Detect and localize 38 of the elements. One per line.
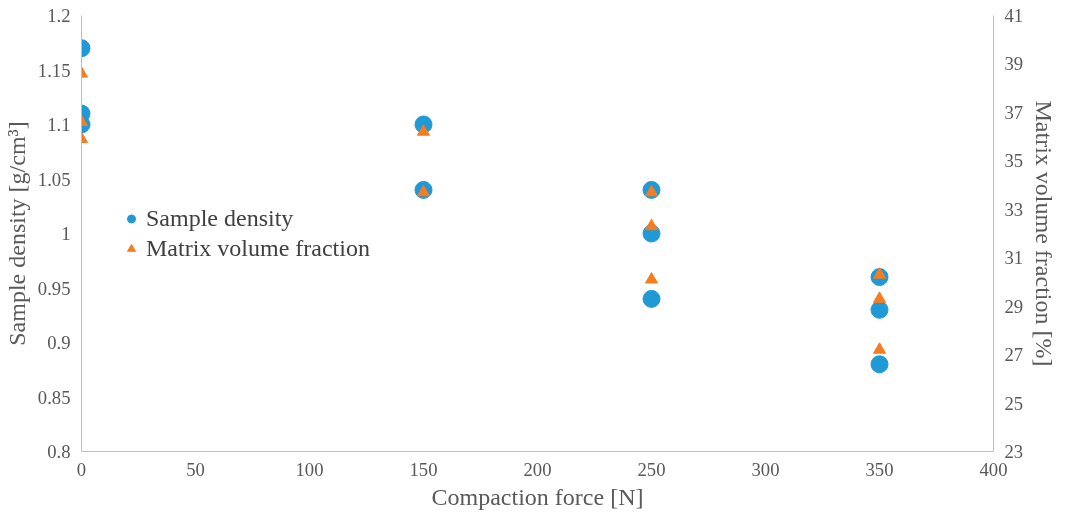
- y-tick-label: 0.9: [47, 332, 71, 353]
- y-tick-label: 0.95: [37, 277, 71, 299]
- y-tick-label: 1.05: [37, 168, 71, 190]
- x-tick-label: 0: [76, 458, 87, 480]
- point: [873, 342, 886, 354]
- x-tick-label: 200: [523, 458, 552, 480]
- point: [870, 300, 889, 319]
- y2-tick-label: 25: [1004, 392, 1024, 414]
- y-tick-label: 0.85: [37, 386, 71, 408]
- point: [873, 291, 886, 303]
- point: [642, 289, 661, 308]
- point: [645, 218, 658, 231]
- point: [645, 272, 658, 284]
- x-tick-label: 50: [186, 458, 205, 480]
- y-axis-title: Sample density [g/cm³]: [3, 121, 30, 346]
- y-tick-label: 1: [61, 223, 71, 244]
- y2-axis-title: Matrix volume fraction [%]: [1031, 100, 1058, 367]
- x-tick-label: 150: [409, 458, 438, 480]
- x-tick-label: 350: [865, 458, 894, 480]
- y-tick-label: 1.15: [37, 59, 71, 81]
- x-tick-label: 100: [295, 458, 324, 480]
- y2-tick-label: 39: [1004, 53, 1024, 75]
- x-tick-label: 250: [637, 458, 666, 480]
- y2-tick-label: 37: [1004, 101, 1024, 123]
- y2-tick-label: 29: [1004, 295, 1024, 317]
- y-tick-label: 1.1: [47, 114, 71, 135]
- y2-tick-label: 27: [1004, 344, 1024, 366]
- y2-tick-label: 41: [1004, 5, 1024, 26]
- y-tick-label: 0.8: [47, 441, 71, 462]
- legend-label: Matrix volume fraction: [146, 234, 370, 262]
- x-tick-label: 300: [751, 458, 780, 480]
- y2-tick-label: 35: [1004, 150, 1024, 172]
- x-axis-title: Compaction force [N]: [431, 483, 644, 510]
- point: [870, 355, 889, 374]
- y2-tick-label: 31: [1004, 247, 1024, 269]
- y2-tick-label: 33: [1004, 198, 1024, 220]
- y-tick-label: 1.2: [47, 5, 71, 26]
- legend-label: Sample density: [146, 204, 294, 232]
